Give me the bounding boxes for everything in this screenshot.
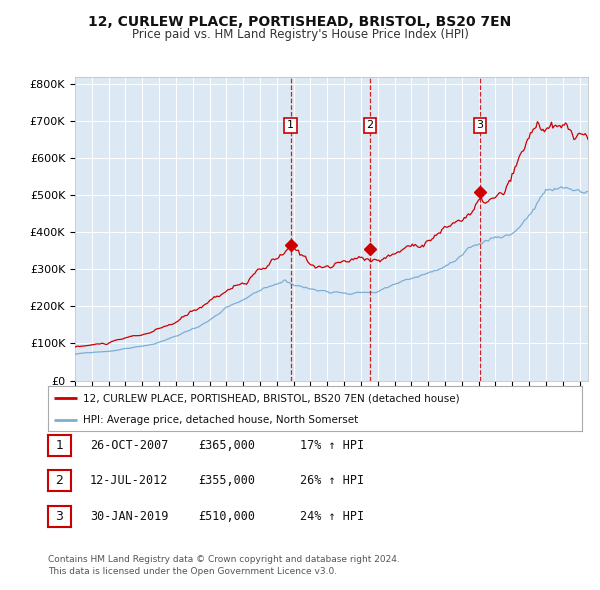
Text: 12, CURLEW PLACE, PORTISHEAD, BRISTOL, BS20 7EN: 12, CURLEW PLACE, PORTISHEAD, BRISTOL, B…: [88, 15, 512, 29]
Text: 12-JUL-2012: 12-JUL-2012: [90, 474, 169, 487]
Text: 2: 2: [366, 120, 373, 130]
Text: £510,000: £510,000: [198, 510, 255, 523]
Text: HPI: Average price, detached house, North Somerset: HPI: Average price, detached house, Nort…: [83, 415, 358, 425]
Text: 17% ↑ HPI: 17% ↑ HPI: [300, 439, 364, 452]
Text: This data is licensed under the Open Government Licence v3.0.: This data is licensed under the Open Gov…: [48, 566, 337, 576]
Text: 1: 1: [287, 120, 294, 130]
Text: 3: 3: [476, 120, 484, 130]
Text: 24% ↑ HPI: 24% ↑ HPI: [300, 510, 364, 523]
Text: 26% ↑ HPI: 26% ↑ HPI: [300, 474, 364, 487]
Text: 30-JAN-2019: 30-JAN-2019: [90, 510, 169, 523]
Text: £365,000: £365,000: [198, 439, 255, 452]
Text: 2: 2: [55, 474, 64, 487]
Text: Price paid vs. HM Land Registry's House Price Index (HPI): Price paid vs. HM Land Registry's House …: [131, 28, 469, 41]
Text: 1: 1: [55, 439, 64, 452]
Text: Contains HM Land Registry data © Crown copyright and database right 2024.: Contains HM Land Registry data © Crown c…: [48, 555, 400, 564]
Text: £355,000: £355,000: [198, 474, 255, 487]
Text: 12, CURLEW PLACE, PORTISHEAD, BRISTOL, BS20 7EN (detached house): 12, CURLEW PLACE, PORTISHEAD, BRISTOL, B…: [83, 394, 460, 404]
Text: 3: 3: [55, 510, 64, 523]
Text: 26-OCT-2007: 26-OCT-2007: [90, 439, 169, 452]
